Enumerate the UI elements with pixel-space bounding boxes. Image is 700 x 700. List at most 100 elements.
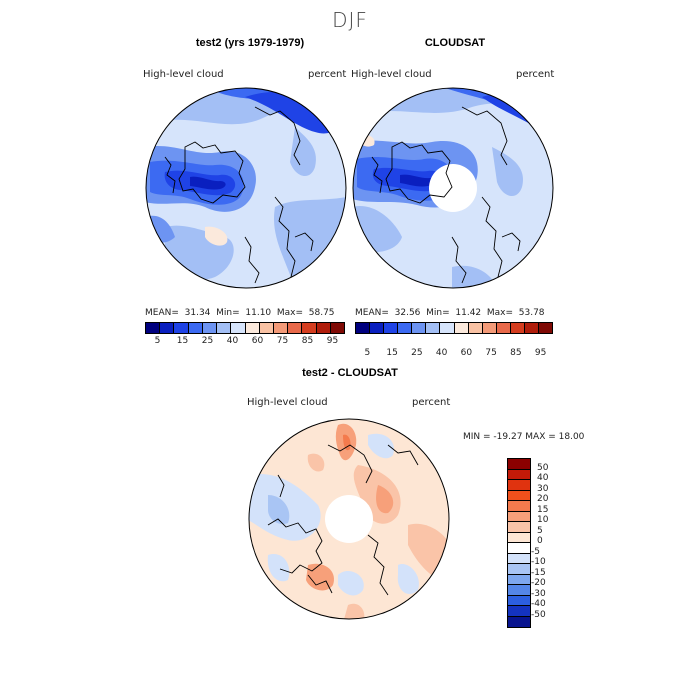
panel1-colorbar-swatch — [202, 323, 218, 333]
panel2-colorbar-tick: 75 — [485, 348, 497, 358]
panel2-colorbar-tick: 95 — [534, 348, 547, 358]
panel1-colorbar-tick: 15 — [176, 336, 189, 346]
panel2-colorbar-tick: 40 — [435, 348, 448, 358]
panel3-colorbar-swatch — [508, 522, 530, 533]
panel3-colorbar-swatch — [508, 543, 530, 554]
panel1-colorbar-tick: 40 — [226, 336, 239, 346]
panel1-colorbar-swatch — [302, 323, 317, 333]
panel1-colorbar-swatch — [259, 323, 274, 333]
panel2-colorbar-swatch — [482, 323, 497, 333]
panel2-colorbar-swatch — [454, 323, 469, 333]
panel2-max-value: 53.78 — [518, 308, 545, 318]
panel2-colorbar-swatch — [524, 323, 540, 333]
panel3-colorbar-swatch — [508, 585, 530, 596]
panel2-colorbar-swatch — [356, 323, 371, 333]
panel2-title: CLOUDSAT — [424, 37, 486, 49]
panel2-colorbar-swatch — [539, 323, 553, 333]
panel1-colorbar-swatch — [217, 323, 232, 333]
panel1-colorbar-swatch — [231, 323, 246, 333]
panel3-missing-data-hole — [325, 495, 373, 543]
panel2-colorbar-swatch — [412, 323, 427, 333]
panel3-colorbar-swatch — [508, 564, 530, 575]
panel2-colorbar-swatch — [510, 323, 525, 333]
panel1-polar-map — [145, 87, 347, 289]
panel3-title: test2 - CLOUDSAT — [302, 367, 398, 379]
panel1-colorbar-tick: 95 — [326, 336, 339, 346]
panel1-units-label: percent — [308, 69, 347, 80]
panel1-colorbar-swatch — [146, 323, 161, 333]
panel3-colorbar-swatch — [508, 490, 530, 501]
panel3-colorbar — [507, 458, 531, 628]
panel3-units-label: percent — [412, 397, 451, 408]
panel1-colorbar-swatch — [174, 323, 189, 333]
panel3-colorbar-tick: -10 — [531, 557, 546, 567]
panel2-colorbar-tick: 60 — [460, 348, 473, 358]
panel3-colorbar-tick: -50 — [531, 609, 546, 620]
panel2-colorbar-ticks: 5 15 25 40 60 75 85 95 — [355, 348, 553, 360]
panel1-colorbar-ticks: 5 15 25 40 60 75 85 95 — [145, 336, 345, 348]
panel3-polar-map — [248, 418, 450, 620]
panel3-colorbar-tick: 50 — [537, 462, 549, 473]
panel2-colorbar-swatch — [496, 323, 511, 333]
panel1-colorbar-swatch — [288, 323, 303, 333]
panel3-colorbar-tick: -40 — [531, 599, 546, 609]
panel3-colorbar-tick: 0 — [537, 536, 543, 546]
panel3-colorbar-swatch — [508, 459, 530, 470]
panel1-colorbar-swatch — [188, 323, 203, 333]
panel2-stats: MEAN= 32.56 Min= 11.42 Max= 53.78 — [355, 308, 545, 318]
panel3-colorbar-tick: -20 — [531, 578, 546, 588]
panel1-colorbar — [145, 322, 345, 334]
panel3-colorbar-tick: 5 — [537, 525, 543, 536]
figure-title: DJF — [332, 8, 368, 32]
panel3-colorbar-swatch — [508, 501, 530, 512]
panel1-colorbar-tick: 75 — [276, 336, 289, 346]
panel3-colorbar-ticks: 50 40 30 20 15 10 5 0 -5 -10 -15 -20 -30 -40 -50 — [531, 458, 577, 628]
panel3-colorbar-tick: -30 — [531, 588, 546, 599]
panel3-colorbar-tick: 20 — [537, 494, 549, 504]
panel1-colorbar-tick: 60 — [251, 336, 264, 346]
panel3-variable-label: High-level cloud — [247, 397, 328, 408]
panel3-colorbar-swatch — [508, 480, 530, 491]
panel3-colorbar-tick: 40 — [537, 473, 549, 483]
panel1-colorbar-swatch — [316, 323, 331, 333]
panel1-colorbar-swatch — [245, 323, 260, 333]
panel2-colorbar-swatch — [370, 323, 385, 333]
panel3-colorbar-swatch — [508, 469, 530, 480]
panel3-colorbar-swatch — [508, 532, 530, 543]
panel3-colorbar-swatch — [508, 511, 530, 522]
panel1-min-value: 11.10 — [245, 308, 272, 318]
panel2-colorbar — [355, 322, 553, 334]
panel3-colorbar-tick: 30 — [537, 483, 549, 494]
panel3-colorbar-swatch — [508, 606, 530, 617]
panel3-colorbar-swatch — [508, 616, 530, 627]
panel3-colorbar-tick: -5 — [531, 546, 540, 557]
panel1-colorbar-swatch — [330, 323, 345, 333]
panel2-colorbar-tick: 15 — [386, 348, 398, 358]
panel3-colorbar-swatch — [508, 553, 530, 564]
panel1-stats: MEAN= 31.34 Min= 11.10 Max= 58.75 — [145, 308, 335, 318]
panel1-colorbar-tick: 85 — [301, 336, 314, 346]
panel1-colorbar-tick: 25 — [201, 336, 214, 346]
panel2-colorbar-swatch — [468, 323, 483, 333]
panel2-colorbar-tick: 5 — [364, 348, 371, 358]
panel2-polar-map — [352, 87, 554, 289]
panel3-colorbar-tick: 10 — [537, 515, 549, 525]
panel2-colorbar-tick: 25 — [411, 348, 423, 358]
panel3-colorbar-swatch — [508, 574, 530, 585]
panel3-minmax: MIN = -19.27 MAX = 18.00 — [463, 432, 585, 442]
panel3-colorbar-tick: -15 — [531, 567, 546, 578]
panel2-colorbar-swatch — [426, 323, 441, 333]
panel1-colorbar-swatch — [160, 323, 175, 333]
panel3-colorbar-tick: 15 — [537, 504, 549, 515]
panel2-colorbar-tick: 85 — [510, 348, 522, 358]
panel2-min-value: 11.42 — [455, 308, 482, 318]
panel2-colorbar-swatch — [384, 323, 399, 333]
panel2-colorbar-swatch — [440, 323, 455, 333]
panel2-missing-data-hole — [429, 164, 477, 212]
panel1-colorbar-swatch — [273, 323, 289, 333]
panel2-mean-value: 32.56 — [394, 308, 421, 318]
panel1-colorbar-tick: 5 — [154, 336, 161, 346]
panel2-colorbar-swatch — [398, 323, 413, 333]
panel1-title: test2 (yrs 1979-1979) — [195, 37, 305, 49]
panel2-variable-label: High-level cloud — [351, 69, 432, 80]
